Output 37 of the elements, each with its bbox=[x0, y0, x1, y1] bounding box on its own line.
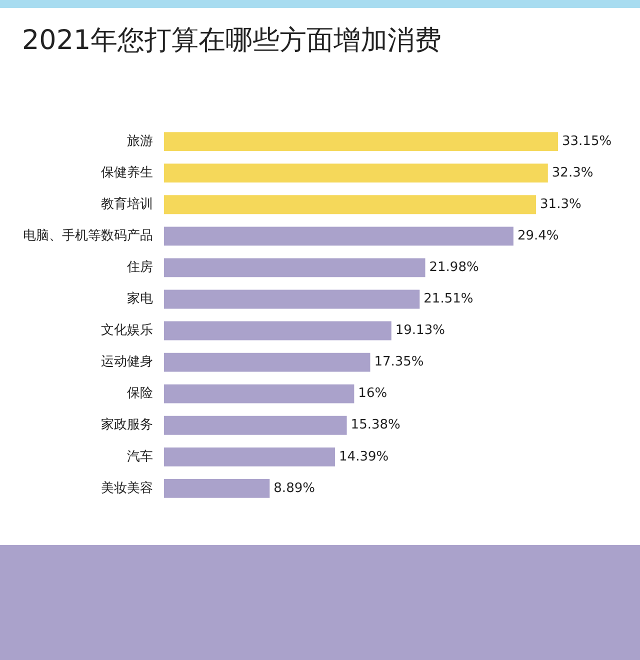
y-tick-label: 家电 bbox=[127, 290, 153, 307]
bar bbox=[164, 384, 354, 404]
data-label: 33.15% bbox=[562, 134, 612, 149]
y-tick-label: 教育培训 bbox=[101, 196, 153, 212]
y-tick-label: 美妆美容 bbox=[101, 480, 153, 496]
y-tick-label: 电脑、手机等数码产品 bbox=[23, 228, 153, 244]
bar bbox=[164, 226, 514, 246]
data-label: 21.51% bbox=[424, 292, 474, 307]
bar bbox=[164, 416, 347, 435]
bar bbox=[164, 164, 548, 183]
bar bbox=[164, 258, 426, 278]
bar bbox=[164, 321, 392, 340]
bar bbox=[164, 195, 536, 214]
data-label: 16% bbox=[358, 386, 388, 402]
bar bbox=[164, 290, 420, 309]
data-label: 17.35% bbox=[374, 354, 424, 370]
bar bbox=[164, 352, 370, 372]
bar bbox=[164, 478, 270, 498]
data-label: 29.4% bbox=[517, 228, 559, 244]
data-label: 8.89% bbox=[274, 480, 315, 496]
data-label: 14.39% bbox=[339, 449, 389, 464]
bar bbox=[164, 447, 336, 466]
bar bbox=[164, 132, 558, 152]
y-tick-label: 保健养生 bbox=[101, 164, 153, 180]
y-tick-label: 文化娱乐 bbox=[101, 323, 153, 338]
data-label: 19.13% bbox=[395, 323, 445, 338]
y-tick-label: 保险 bbox=[127, 386, 153, 402]
y-tick-label: 旅游 bbox=[127, 134, 153, 149]
data-label: 32.3% bbox=[552, 165, 594, 180]
y-tick-label: 汽车 bbox=[127, 449, 153, 464]
chart-title: 2021年您打算在哪些方面增加消费 bbox=[22, 24, 442, 58]
data-label: 15.38% bbox=[350, 418, 400, 433]
data-label: 31.3% bbox=[540, 197, 582, 212]
y-tick-label: 住房 bbox=[126, 259, 153, 276]
y-tick-label: 运动健身 bbox=[101, 354, 153, 370]
y-tick-label: 家政服务 bbox=[101, 416, 153, 433]
data-label: 21.98% bbox=[429, 260, 479, 276]
